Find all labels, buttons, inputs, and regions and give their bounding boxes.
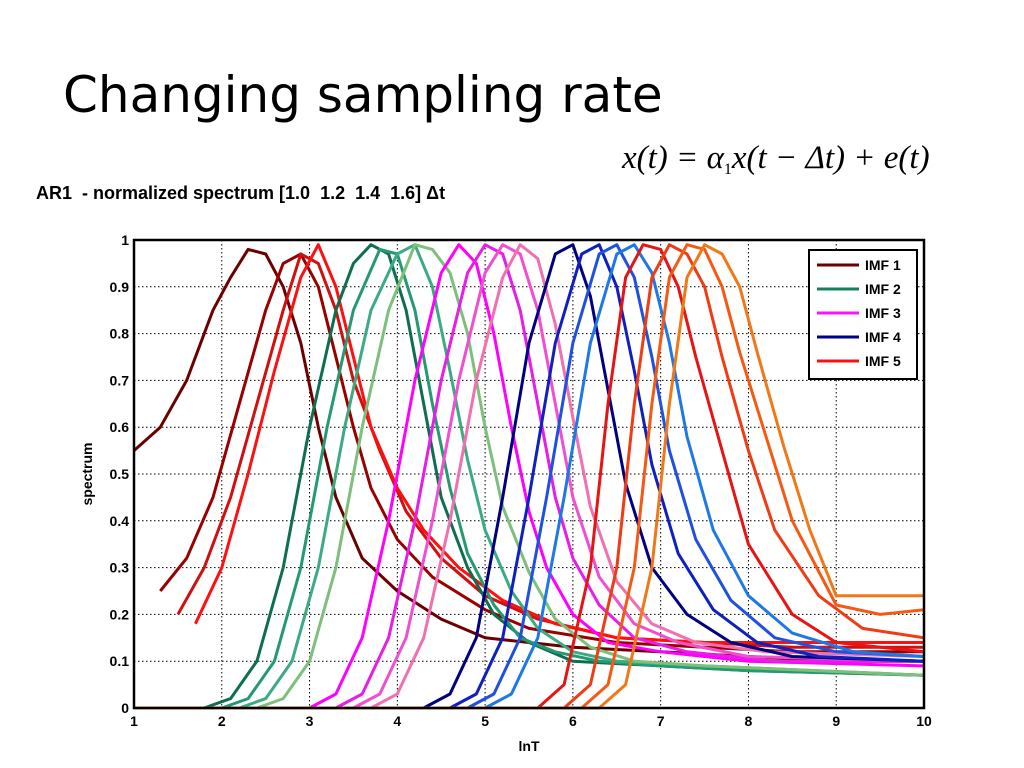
tick-labels: 1 2 3 4 5 6 7 8 9 10 0 0.1 0.2 0.3 0.4 0.5 0.6 0.7 0.8 0.9 1 <box>110 232 932 729</box>
x-tick-label: 3 <box>306 713 314 729</box>
series-line-16 <box>134 243 925 710</box>
series-line-18 <box>134 243 925 710</box>
series-line-8 <box>134 243 925 710</box>
x-tick-label: 10 <box>916 713 932 729</box>
legend: IMF 1 IMF 2 IMF 3 IMF 4 IMF 5 <box>808 249 918 380</box>
y-tick-label: 0.5 <box>110 466 130 482</box>
series-line-11 <box>134 243 925 710</box>
y-tick-label: 0.9 <box>110 279 130 295</box>
series-line-10 <box>134 243 924 710</box>
legend-label: IMF 3 <box>865 305 901 321</box>
x-tick-label: 7 <box>657 713 665 729</box>
x-tick-label: 9 <box>832 713 840 729</box>
series-line-15 <box>134 243 925 710</box>
y-tick-label: 0.2 <box>110 606 130 622</box>
formula-subscript: 1 <box>723 161 732 178</box>
y-tick-label: 0.8 <box>110 326 130 342</box>
series-layer <box>133 243 925 710</box>
x-axis-label: lnT <box>519 738 540 754</box>
y-tick-label: 0.1 <box>110 653 130 669</box>
series-line-5 <box>134 243 925 710</box>
legend-label: IMF 5 <box>865 353 901 369</box>
x-tick-label: 2 <box>218 713 226 729</box>
ar1-formula: x(t) = α1x(t − Δt) + e(t) <box>622 140 930 179</box>
series-line-6 <box>134 247 925 710</box>
series-line-14 <box>134 243 925 710</box>
y-tick-label: 0.7 <box>110 372 130 388</box>
y-tick-label: 0.4 <box>110 513 130 529</box>
x-tick-label: 8 <box>745 713 753 729</box>
plot-frame <box>132 238 926 710</box>
legend-label: IMF 1 <box>865 257 901 273</box>
series-line-17 <box>134 243 925 710</box>
y-tick-label: 0.3 <box>110 560 130 576</box>
series-line-12 <box>134 243 925 710</box>
x-tick-label: 6 <box>569 713 577 729</box>
slide-title: Changing sampling rate <box>63 66 663 124</box>
series-line-20 <box>134 243 924 710</box>
series-line-13 <box>134 243 925 710</box>
y-tick-label: 0 <box>121 700 129 716</box>
series-line-4 <box>194 243 924 644</box>
x-tick-label: 1 <box>130 713 138 729</box>
y-tick-label: 0.6 <box>110 419 130 435</box>
x-tick-label: 5 <box>481 713 489 729</box>
chart-subtitle: AR1 - normalized spectrum [1.0 1.2 1.4 1… <box>36 183 446 203</box>
y-axis-label: spectrum <box>79 442 95 505</box>
y-tick-label: 1 <box>121 232 129 248</box>
legend-label: IMF 4 <box>865 329 901 345</box>
formula-lhs: x(t) = α <box>622 140 724 176</box>
series-line-19 <box>134 243 925 710</box>
legend-label: IMF 2 <box>865 281 901 297</box>
x-tick-label: 4 <box>393 713 401 729</box>
formula-rhs: x(t − Δt) + e(t) <box>731 140 930 176</box>
series-line-1 <box>133 247 924 663</box>
